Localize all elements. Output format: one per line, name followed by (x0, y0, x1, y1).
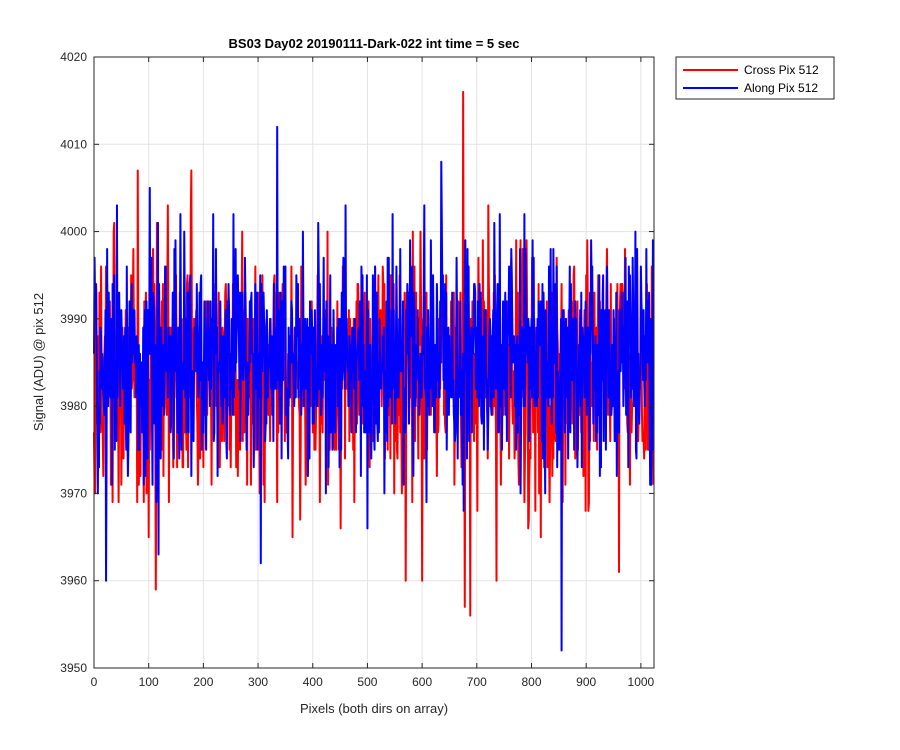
series-group (93, 90, 655, 652)
ticks: 0 100 200 300 400 500 600 700 800 900 1000 3950 3960… (60, 50, 654, 689)
x-tick-label: 200 (193, 675, 213, 689)
chart-title: BS03 Day02 20190111-Dark-022 int time = … (229, 36, 520, 51)
x-tick-label: 0 (91, 675, 98, 689)
y-axis-label: Signal (ADU) @ pix 512 (31, 293, 46, 431)
legend-label-cross: Cross Pix 512 (744, 63, 819, 77)
x-tick-label: 800 (521, 675, 541, 689)
x-tick-label: 500 (357, 675, 377, 689)
y-tick-label: 4010 (60, 137, 87, 151)
x-tick-label: 400 (303, 675, 323, 689)
y-tick-label: 4000 (60, 225, 87, 239)
x-tick-label: 700 (467, 675, 487, 689)
plot-frame (93, 56, 655, 669)
y-tick-label: 3970 (60, 486, 87, 500)
y-tick-label: 4020 (60, 50, 87, 64)
x-tick-label: 600 (412, 675, 432, 689)
x-tick-label: 300 (248, 675, 268, 689)
series-line-along (93, 125, 655, 652)
y-tick-label: 3950 (60, 661, 87, 675)
y-tick-label: 3990 (60, 312, 87, 326)
legend-label-along: Along Pix 512 (744, 81, 818, 95)
x-axis-label: Pixels (both dirs on array) (300, 701, 448, 716)
x-tick-label: 1000 (628, 675, 655, 689)
x-tick-label: 900 (576, 675, 596, 689)
legend-box (675, 56, 835, 100)
y-tick-label: 3960 (60, 574, 87, 588)
legend: Cross Pix 512 Along Pix 512 (675, 56, 835, 100)
x-tick-label: 100 (139, 675, 159, 689)
y-tick-label: 3980 (60, 399, 87, 413)
